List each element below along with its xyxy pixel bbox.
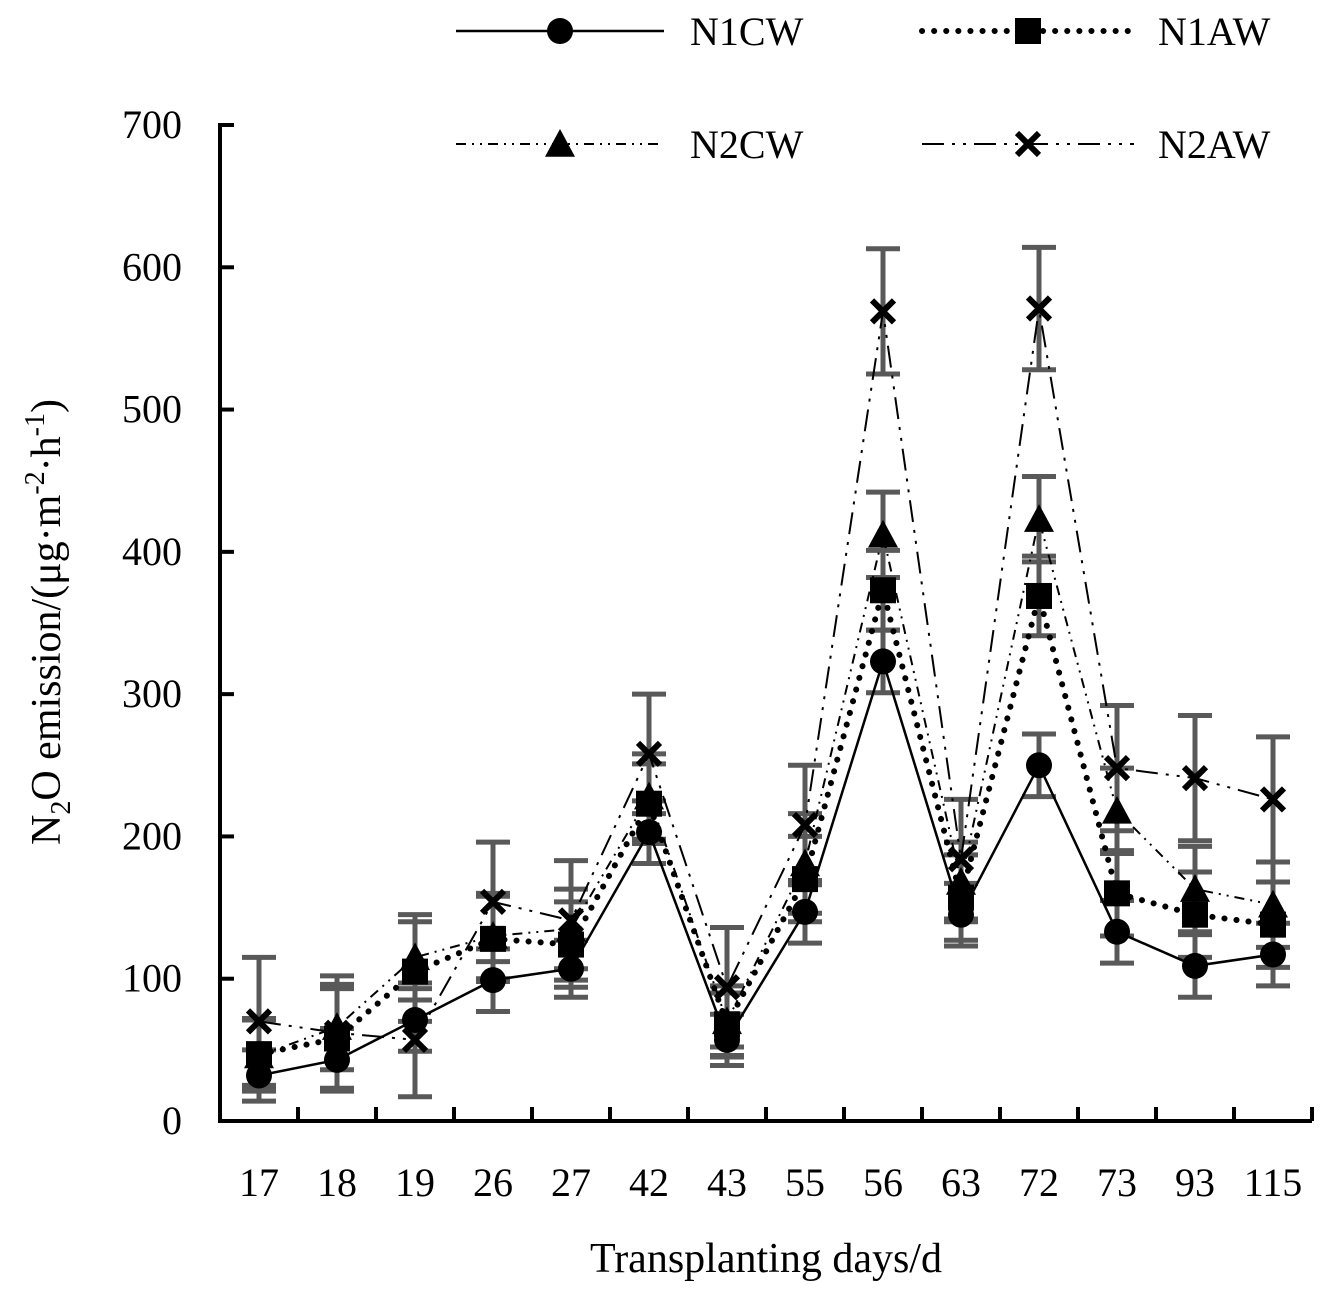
legend-label: N1CW bbox=[690, 9, 804, 54]
data-point-n2cw bbox=[556, 913, 586, 942]
data-point-n1cw bbox=[1026, 752, 1052, 779]
data-point-n2aw bbox=[401, 1026, 429, 1054]
y-tick-label: 600 bbox=[122, 244, 182, 289]
x-tick-label: 115 bbox=[1244, 1160, 1303, 1205]
data-point-n1cw bbox=[1182, 952, 1208, 979]
y-tick-label: 300 bbox=[122, 671, 182, 716]
x-tick-label: 56 bbox=[863, 1160, 903, 1205]
x-tick-label: 63 bbox=[941, 1160, 981, 1205]
x-tick-label: 93 bbox=[1175, 1160, 1215, 1205]
data-point-n2cw bbox=[478, 921, 508, 949]
legend-label: N1AW bbox=[1158, 9, 1271, 54]
y-tick-label: 700 bbox=[122, 102, 182, 147]
data-point-n1cw bbox=[870, 648, 896, 675]
data-point-n1cw bbox=[402, 1006, 428, 1033]
data-point-n1aw bbox=[1104, 880, 1130, 907]
data-point-n2cw bbox=[634, 781, 664, 810]
data-point-n2aw bbox=[713, 974, 741, 1001]
y-tick-label: 100 bbox=[122, 956, 182, 1001]
data-point-n1cw bbox=[1260, 941, 1286, 968]
data-point-n2cw bbox=[790, 848, 820, 877]
x-tick-label: 73 bbox=[1097, 1160, 1137, 1205]
series-line-n2cw bbox=[258, 518, 1274, 1057]
data-point-n2aw bbox=[791, 811, 819, 839]
data-point-n2cw bbox=[1102, 795, 1132, 824]
data-point-n2aw bbox=[947, 846, 975, 873]
series-markers bbox=[244, 295, 1288, 1089]
x-tick-label: 42 bbox=[629, 1160, 669, 1205]
data-point-n2cw bbox=[868, 519, 898, 548]
legend-item-n2cw: N2CW bbox=[456, 122, 804, 167]
data-point-n2aw bbox=[869, 298, 897, 325]
data-point-n2cw bbox=[322, 1012, 352, 1040]
data-point-n2aw bbox=[1259, 786, 1287, 813]
data-point-n2cw bbox=[244, 1040, 274, 1069]
x-tick-label: 18 bbox=[317, 1160, 357, 1205]
y-tick-label: 500 bbox=[122, 387, 182, 432]
data-point-n2aw bbox=[1025, 295, 1053, 322]
data-point-n2cw bbox=[712, 1006, 742, 1035]
data-point-n2cw bbox=[1180, 874, 1210, 902]
y-tick-label: 200 bbox=[122, 813, 182, 858]
data-point-n2aw bbox=[323, 1019, 351, 1046]
y-axis-title: N2O emission/(μg·m-2·h-1) bbox=[20, 399, 77, 845]
x-axis-title: Transplanting days/d bbox=[590, 1236, 942, 1282]
x-tick-label: 27 bbox=[551, 1160, 591, 1205]
data-point-n2cw bbox=[400, 942, 430, 971]
data-point-n1cw bbox=[246, 1062, 272, 1089]
x-tick-label: 26 bbox=[473, 1160, 513, 1205]
data-point-n1cw bbox=[324, 1046, 350, 1073]
tick-labels: 0 100 200 300 400 500 600 700 17 18 19 26 27 42 43 55 56… bbox=[122, 102, 1302, 1205]
y-tick-label: 0 bbox=[162, 1098, 182, 1143]
legend-marker bbox=[547, 18, 573, 44]
data-point-n1cw bbox=[792, 898, 818, 925]
data-point-n2aw bbox=[1103, 755, 1131, 782]
data-point-n1aw bbox=[870, 577, 896, 604]
x-tick-label: 17 bbox=[239, 1160, 279, 1205]
legend: N1CW N1AW N2CW N2AW bbox=[456, 9, 1271, 167]
legend-label: N2CW bbox=[690, 122, 804, 167]
axes bbox=[218, 123, 1314, 1123]
data-point-n1aw bbox=[1182, 901, 1208, 928]
data-point-n1cw bbox=[558, 955, 584, 982]
data-point-n1aw bbox=[1026, 582, 1052, 609]
series-line-n2aw bbox=[258, 308, 1274, 1041]
data-point-n2aw bbox=[245, 1008, 273, 1035]
legend-item-n1aw: N1AW bbox=[919, 9, 1271, 54]
data-point-n2aw bbox=[557, 907, 585, 934]
y-tick-label: 400 bbox=[122, 529, 182, 574]
legend-item-n1cw: N1CW bbox=[456, 9, 804, 54]
legend-item-n2aw: N2AW bbox=[922, 122, 1271, 167]
data-point-n2aw bbox=[635, 740, 663, 768]
data-point-n2cw bbox=[946, 866, 976, 895]
x-tick-label: 19 bbox=[395, 1160, 435, 1205]
legend-marker bbox=[545, 129, 575, 157]
legend-marker bbox=[1015, 18, 1041, 44]
x-tick-label: 43 bbox=[707, 1160, 747, 1205]
data-point-n2aw bbox=[479, 888, 507, 916]
data-point-n2cw bbox=[1258, 889, 1288, 918]
error-bars bbox=[242, 244, 1290, 1104]
legend-label: N2AW bbox=[1158, 122, 1271, 167]
legend-marker bbox=[1014, 130, 1042, 158]
x-tick-label: 72 bbox=[1019, 1160, 1059, 1205]
data-point-n1cw bbox=[636, 819, 662, 846]
data-point-n1cw bbox=[480, 967, 506, 994]
x-tick-label: 55 bbox=[785, 1160, 825, 1205]
data-point-n2cw bbox=[1024, 504, 1054, 532]
data-point-n2aw bbox=[1181, 764, 1209, 792]
data-point-n1cw bbox=[1104, 918, 1130, 945]
